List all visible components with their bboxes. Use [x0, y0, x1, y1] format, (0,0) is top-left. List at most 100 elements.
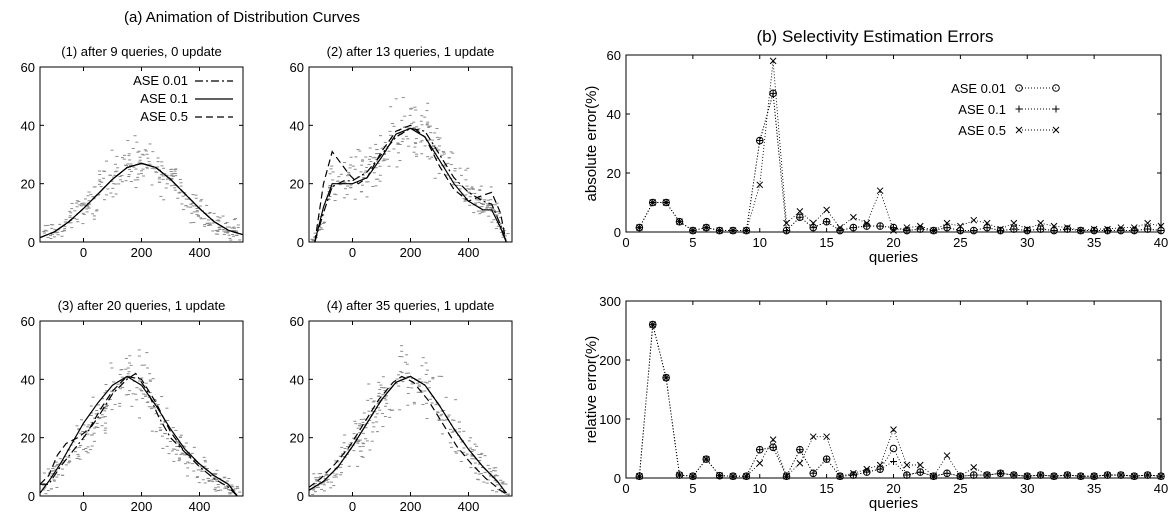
- x-tick-label: 400: [189, 245, 211, 260]
- x-axis-label: queries: [869, 495, 918, 512]
- x-tick-label: 0: [622, 235, 629, 250]
- legend-label: ASE 0.1: [140, 91, 188, 106]
- data-point: [823, 218, 831, 226]
- chart-title: (4) after 35 queries, 1 update: [327, 298, 495, 313]
- x-tick-label: 25: [953, 235, 967, 250]
- series-line-1: [638, 324, 1161, 478]
- data-point: [796, 207, 804, 215]
- data-point: [903, 224, 911, 231]
- y-tick-label: 60: [21, 60, 35, 75]
- data-point: [796, 213, 804, 221]
- x-tick-label: 400: [458, 499, 480, 514]
- x-tick-label: 40: [1154, 481, 1168, 496]
- data-point: [769, 89, 777, 97]
- data-point: [1023, 225, 1031, 233]
- legend-marker: [1015, 126, 1023, 134]
- chart-title: (1) after 9 queries, 0 update: [61, 44, 221, 59]
- y-tick-label: 200: [599, 353, 621, 368]
- data-point: [809, 224, 817, 232]
- data-point: [662, 199, 670, 206]
- data-point: [676, 218, 683, 226]
- legend-label: ASE 0.5: [958, 123, 1006, 138]
- y-tick-label: 20: [290, 431, 304, 446]
- data-point: [1010, 219, 1018, 227]
- data-point: [1010, 471, 1018, 479]
- chart-panel-6: 0 5 10 15 20 25 30 35 40 0 100 200 300 queries relativ…: [583, 294, 1168, 512]
- y-tick-label: 20: [21, 431, 35, 446]
- series-line-3: [40, 162, 243, 239]
- data-point: [849, 224, 857, 232]
- data-point: [649, 199, 657, 206]
- legend-label: ASE 0.1: [958, 102, 1006, 117]
- data-point: [916, 461, 924, 469]
- data-point: [970, 464, 978, 471]
- y-tick-label: 60: [290, 314, 304, 329]
- series-line-3: [309, 375, 510, 496]
- series-line-2: [638, 324, 1161, 478]
- x-tick-label: 40: [1154, 235, 1168, 250]
- data-point: [1077, 227, 1085, 234]
- data-point: [756, 446, 764, 454]
- series-line-2: [40, 162, 243, 239]
- data-point: [823, 433, 830, 441]
- series-line-2: [309, 375, 507, 494]
- data-point: [769, 436, 777, 444]
- data-point: [970, 216, 978, 224]
- series-line-3: [314, 124, 507, 242]
- x-tick-label: 20: [886, 235, 900, 250]
- data-point: [1130, 224, 1138, 231]
- plot-area: [309, 345, 511, 496]
- data-point: [850, 213, 857, 221]
- data-point: [1117, 471, 1125, 479]
- x-tick-label: 0: [80, 245, 87, 260]
- series-line-1: [639, 93, 1161, 232]
- chart-panel-1: 0 200 400 0 20 40 60 (1) after 9 queries, 0 upd…: [21, 44, 244, 260]
- data-point: [943, 452, 951, 459]
- data-point: [756, 137, 764, 145]
- data-point: [716, 227, 723, 234]
- x-tick-label: 35: [1087, 235, 1101, 250]
- data-point: [903, 471, 911, 479]
- x-tick-label: 10: [753, 481, 767, 496]
- legend-marker: [1015, 105, 1023, 113]
- data-point: [889, 444, 898, 453]
- x-tick-label: 30: [1020, 235, 1034, 250]
- series-line-2: [639, 93, 1161, 232]
- data-point: [729, 227, 737, 234]
- plot-frame: [625, 300, 1162, 479]
- data-point: [636, 224, 643, 231]
- data-point: [957, 222, 964, 230]
- y-tick-label: 300: [599, 294, 621, 309]
- y-tick-label: 0: [297, 235, 304, 250]
- data-point: [890, 457, 897, 465]
- data-point: [943, 219, 951, 227]
- x-tick-label: 5: [689, 481, 696, 496]
- chart-panel-5: 0 5 10 15 20 25 30 35 40 0 20 40 60 queries absolute e…: [583, 48, 1168, 266]
- data-point: [676, 471, 683, 479]
- plot-frame: [308, 320, 513, 497]
- y-tick-label: 20: [607, 166, 621, 181]
- data-point: [916, 468, 924, 476]
- y-tick-label: 0: [297, 489, 304, 504]
- data-point: [1037, 471, 1044, 479]
- series-line-3: [638, 324, 1161, 478]
- y-tick-label: 0: [28, 235, 35, 250]
- series-line-1: [40, 162, 243, 239]
- data-point: [1090, 227, 1098, 235]
- data-point: [769, 57, 777, 65]
- data-point: [662, 374, 670, 382]
- legend-marker: [1052, 126, 1060, 134]
- data-point: [809, 433, 817, 441]
- data-point: [783, 227, 790, 235]
- x-tick-label: 5: [689, 235, 696, 250]
- chart-title: (3) after 20 queries, 1 update: [58, 298, 226, 313]
- x-tick-label: 0: [622, 481, 629, 496]
- data-point: [863, 219, 871, 227]
- plot-area: [40, 135, 243, 241]
- x-tick-label: 15: [819, 235, 833, 250]
- data-point: [983, 219, 991, 227]
- y-tick-label: 40: [607, 107, 621, 122]
- data-point: [1023, 227, 1031, 235]
